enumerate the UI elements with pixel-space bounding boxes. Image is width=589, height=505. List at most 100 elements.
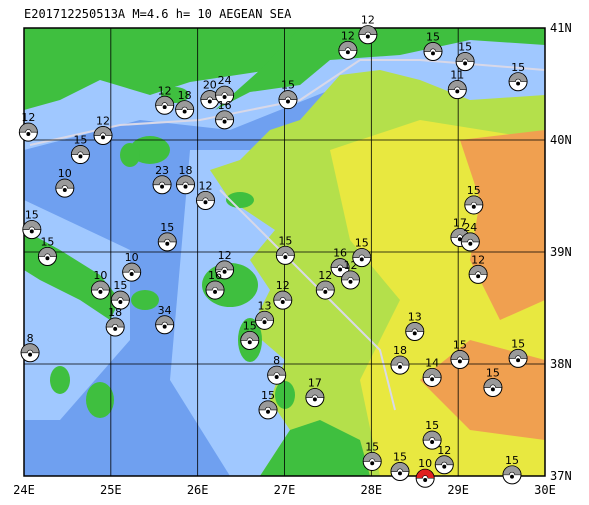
beachball-center [45, 256, 50, 261]
focal-mechanism: 12 [340, 259, 360, 290]
beachball-quadrant [55, 178, 75, 189]
focal-mechanism: 24 [215, 74, 235, 105]
depth-label: 15 [261, 389, 275, 402]
beachball-quadrant [196, 191, 215, 201]
depth-label: 15 [25, 209, 39, 222]
depth-label: 10 [58, 167, 72, 180]
depth-label: 15 [73, 134, 87, 147]
beachball-center [266, 409, 270, 414]
focal-mechanism: 12 [155, 84, 175, 115]
focal-mechanism: 13 [255, 299, 275, 330]
focal-mechanism: 15 [508, 61, 528, 92]
beachball-quadrant [502, 465, 522, 476]
y-tick-label: 38N [550, 357, 572, 371]
beachball-center [370, 461, 375, 466]
focal-mechanism: 11 [447, 69, 467, 100]
beachball-center [471, 204, 476, 209]
beachball-center [423, 478, 428, 483]
beachball-center [516, 81, 521, 86]
beachball-quadrant [341, 270, 360, 281]
focal-mechanism: 10 [90, 269, 110, 300]
focal-mechanism: 15 [278, 79, 298, 110]
beachball-center [78, 154, 83, 159]
beachball-center [213, 289, 218, 294]
focal-mechanism: 12 [273, 279, 293, 310]
beachball-quadrant [255, 311, 274, 321]
beachball-quadrant [22, 220, 42, 230]
beachball-center [182, 109, 187, 114]
y-tick-label: 39N [550, 245, 572, 259]
beachball-center [247, 340, 252, 345]
beachball-quadrant [155, 95, 174, 106]
focal-mechanism: 12 [468, 253, 488, 284]
focal-mechanism: 15 [422, 419, 442, 450]
focal-mechanism: 34 [155, 304, 175, 335]
beachball-center [162, 324, 167, 329]
map-title: E201712250513A M=4.6 h= 10 AEGEAN SEA [24, 7, 292, 21]
depth-label: 17 [308, 377, 322, 390]
depth-label: 14 [425, 356, 439, 369]
depth-label: 15 [426, 31, 440, 44]
beachball-quadrant [93, 126, 113, 136]
depth-label: 17 [453, 216, 467, 229]
beachball-center [118, 299, 123, 304]
beachball-quadrant [358, 25, 378, 36]
beachball-center [365, 34, 370, 39]
depth-label: 15 [458, 41, 472, 54]
focal-mechanism: 24 [460, 221, 480, 252]
beachball-quadrant [390, 462, 410, 472]
depth-label: 18 [108, 306, 122, 319]
focal-mechanism: 15 [275, 234, 295, 265]
beachball-quadrant [19, 122, 38, 133]
beachball-quadrant [434, 455, 454, 466]
depth-label: 12 [21, 111, 35, 124]
depth-label: 12 [96, 115, 110, 128]
x-tick-label: 26E [187, 483, 209, 497]
beachball-center [129, 271, 134, 276]
depth-label: 15 [355, 237, 369, 250]
depth-label: 12 [218, 249, 232, 262]
depth-label: 16 [333, 247, 347, 260]
depth-label: 12 [158, 84, 172, 97]
depth-label: 20 [203, 79, 217, 92]
beachball-center [101, 135, 105, 140]
depth-label: 18 [179, 164, 193, 177]
beachball-quadrant [267, 365, 286, 376]
beachball-quadrant [240, 331, 260, 341]
depth-label: 15 [160, 221, 174, 234]
focal-mechanism: 14 [422, 356, 442, 387]
beachball-quadrant [455, 52, 475, 62]
beachball-center [398, 364, 402, 369]
beachball-quadrant [422, 430, 442, 441]
beachball-quadrant [422, 368, 442, 378]
depth-label: 15 [453, 339, 467, 352]
focal-mechanism: 12 [315, 269, 335, 300]
focal-mechanism: 15 [450, 339, 470, 370]
beachball-center [285, 99, 290, 104]
beachball-center [398, 471, 402, 476]
x-tick-label: 29E [447, 483, 469, 497]
depth-label: 16 [218, 99, 232, 112]
focal-mechanism: 10 [415, 457, 435, 488]
beachball-quadrant [352, 248, 372, 258]
beachball-center [222, 269, 227, 274]
depth-label: 12 [318, 269, 332, 282]
beachball-center [28, 352, 33, 357]
beachball-center [323, 289, 328, 294]
focal-mechanism: 15 [110, 279, 130, 310]
beachball-quadrant [415, 468, 435, 479]
depth-label: 23 [155, 164, 169, 177]
depth-label: 15 [281, 79, 295, 92]
focal-mechanism: 15 [390, 451, 410, 482]
beachball-center [430, 439, 435, 444]
depth-label: 15 [393, 451, 407, 464]
beachball-quadrant [276, 246, 295, 256]
depth-label: 10 [93, 269, 107, 282]
beachball-center [442, 464, 447, 469]
x-tick-label: 30E [534, 483, 556, 497]
beachball-quadrant [38, 247, 57, 257]
beachball-center [280, 299, 285, 304]
beachball-center [463, 61, 468, 66]
